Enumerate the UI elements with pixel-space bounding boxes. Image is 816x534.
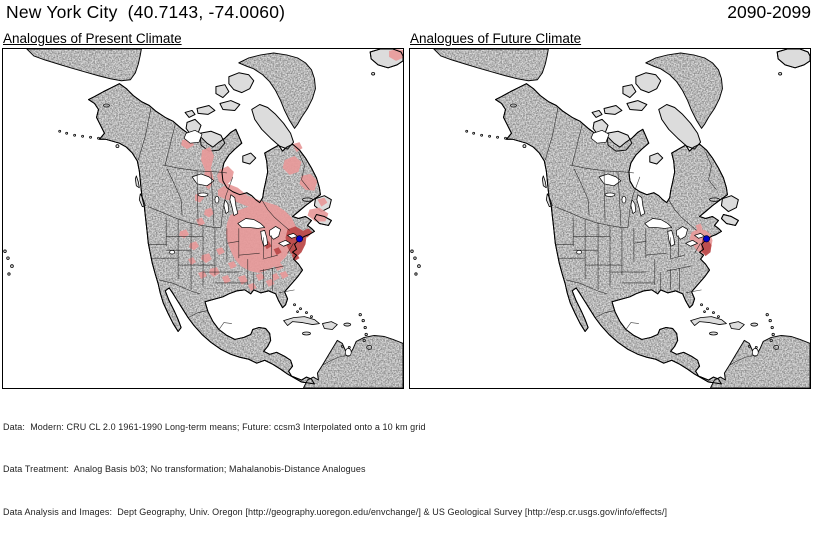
target-location-marker [702,235,711,243]
credit-line-analysis: Data Analysis and Images: Dept Geography… [3,507,668,518]
header: New York City (40.7143, -74.0060) 2090-2… [6,2,811,28]
present-climate-panel [2,48,404,389]
period-label: 2090-2099 [727,2,811,22]
credit-line-treatment: Data Treatment: Analog Basis b03; No tra… [3,464,366,475]
target-location-marker [295,235,304,243]
page-title: New York City (40.7143, -74.0060) [6,2,286,22]
future-climate-map-image [410,49,810,388]
present-climate-map-image [3,49,403,388]
data-credits: Data: Modern: CRU CL 2.0 1961-1990 Long-… [3,391,667,534]
future-panel-label: Analogues of Future Climate [410,31,582,46]
present-panel-label: Analogues of Present Climate [3,31,182,46]
future-climate-panel [409,48,811,389]
credit-line-data: Data: Modern: CRU CL 2.0 1961-1990 Long-… [3,421,426,432]
